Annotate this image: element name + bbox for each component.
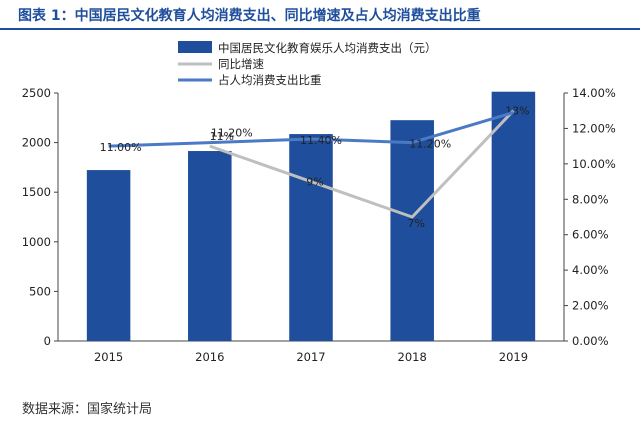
legend-swatch-bars	[178, 41, 212, 53]
right-tick-label: 8.00%	[572, 192, 609, 206]
bar	[289, 134, 333, 341]
bar	[390, 120, 434, 341]
bar	[188, 151, 232, 341]
right-tick-label: 2.00%	[572, 299, 609, 313]
left-tick-label: 1500	[22, 185, 51, 199]
chart: 0 500 1000 1500 2000 2500 0.00% 2.00% 4.00% 6.00%…	[22, 41, 616, 364]
x-tick-label: 2019	[499, 350, 528, 364]
title-bar	[0, 0, 640, 30]
share-ratio-data-label: 11.00%	[100, 141, 142, 154]
yoy-growth-data-label: 9%	[306, 176, 323, 189]
right-tick-label: 14.00%	[572, 86, 616, 100]
legend-label-bars: 中国居民文化教育娱乐人均消费支出（元）	[218, 41, 437, 55]
bar	[491, 91, 536, 341]
left-tick-label: 0	[44, 334, 51, 348]
x-tick-label: 2017	[296, 350, 325, 364]
x-tick-label: 2018	[398, 350, 427, 364]
share-ratio-data-label: 11.20%	[211, 127, 253, 140]
share-ratio-line	[108, 111, 514, 148]
left-tick-label: 2500	[22, 86, 51, 100]
right-tick-label: 0.00%	[572, 334, 609, 348]
source-note: 数据来源：国家统计局	[22, 402, 153, 417]
right-tick-label: 12.00%	[572, 121, 616, 135]
left-tick-label: 2000	[22, 136, 51, 150]
yoy-growth-line	[209, 109, 515, 219]
right-tick-label: 10.00%	[572, 157, 616, 171]
x-tick-label: 2016	[195, 350, 224, 364]
x-tick-label: 2015	[94, 350, 123, 364]
bar	[86, 170, 131, 341]
right-tick-label: 6.00%	[572, 228, 609, 242]
legend-label-yoy: 同比增速	[218, 57, 264, 71]
left-tick-label: 500	[29, 284, 51, 298]
yoy-growth-data-label: 11%	[210, 130, 234, 143]
yoy-growth-data-label: 13%	[505, 105, 529, 118]
legend-label-share: 占人均消费支出比重	[218, 73, 322, 87]
yoy-growth-data-label: 7%	[407, 217, 424, 230]
right-tick-label: 4.00%	[572, 263, 609, 277]
chart-title: 图表 1：中国居民文化教育人均消费支出、同比增速及占人均消费支出比重	[18, 8, 481, 24]
share-ratio-data-label: 11.40%	[300, 134, 342, 147]
share-ratio-data-label: 11.20%	[409, 138, 451, 151]
left-tick-label: 1000	[22, 235, 51, 249]
